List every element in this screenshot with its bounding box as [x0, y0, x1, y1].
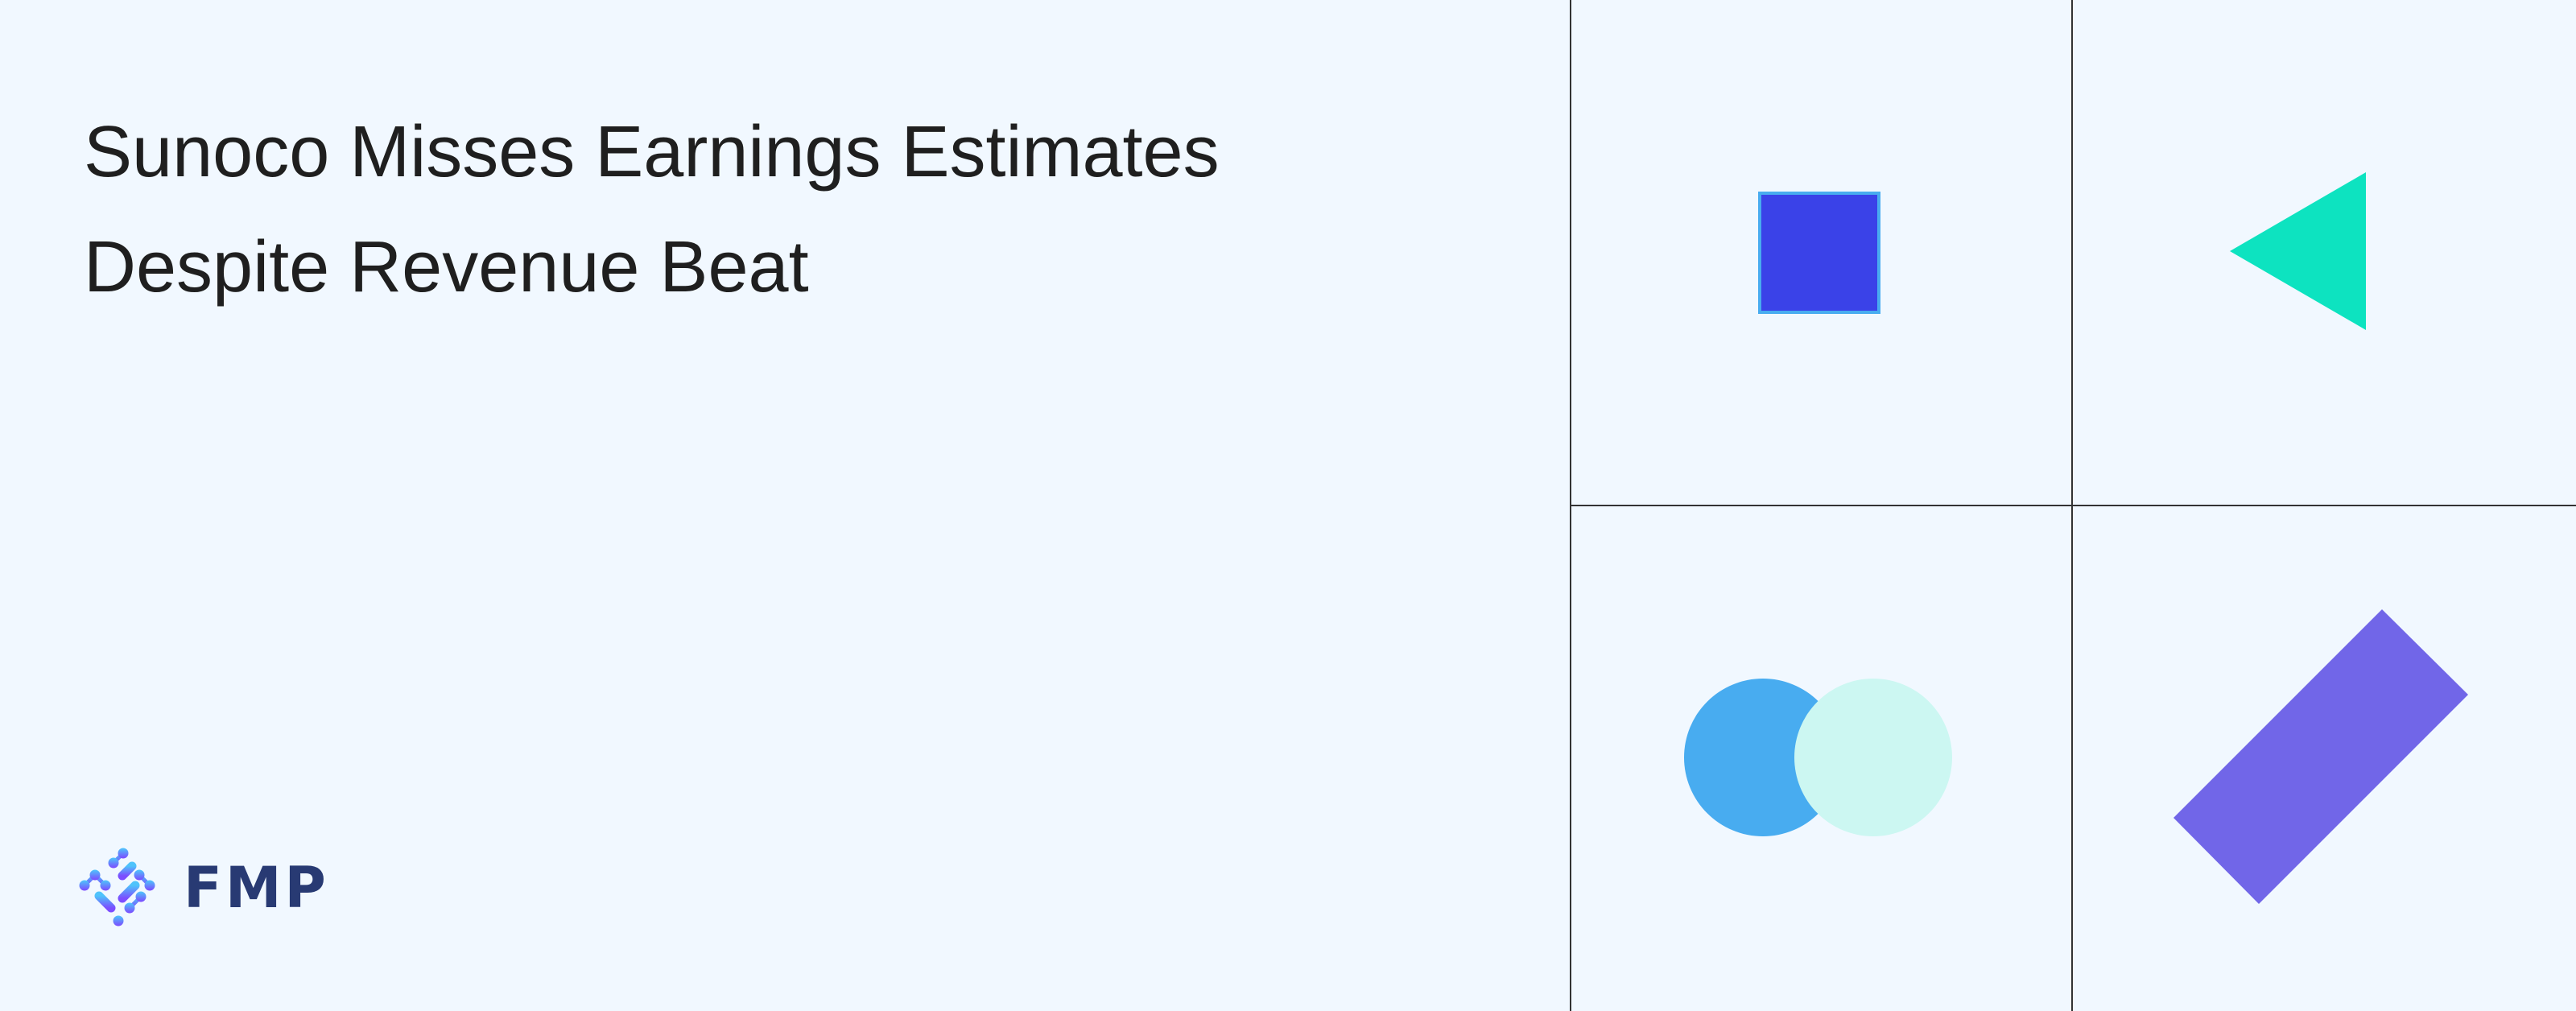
circle-left-shape: [1684, 679, 1842, 836]
headline-line-2: Despite Revenue Beat: [84, 227, 809, 307]
rotated-bar-shape: [2174, 609, 2468, 904]
fmp-logo-text: FMP: [184, 855, 329, 921]
circle-right-shape: [1794, 679, 1952, 836]
fmp-logo-icon: [79, 848, 155, 926]
headline-line-1: Sunoco Misses Earnings Estimates: [84, 112, 1220, 192]
fmp-logo: FMP: [79, 844, 329, 932]
triangle-shape: [2230, 172, 2366, 330]
square-shape: [1758, 192, 1880, 314]
headline: Sunoco Misses Earnings Estimates Despite…: [84, 95, 1533, 325]
